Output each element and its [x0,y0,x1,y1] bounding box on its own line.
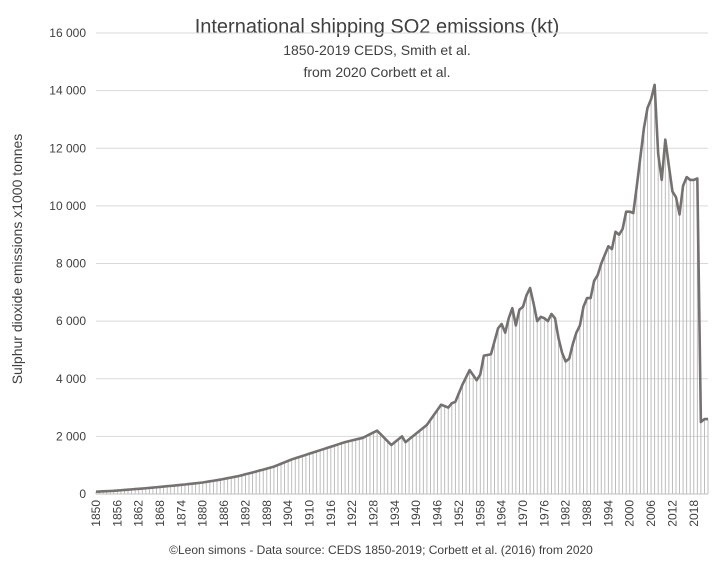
x-tick-label: 1970 [516,500,530,527]
y-tick-labels: 0 2 000 4 000 6 000 8 000 10 000 12 000 14 000 1… [49,26,86,501]
y-gridlines [96,32,708,437]
x-tick-label: 2000 [623,500,637,527]
y-tick-label: 6 000 [56,314,86,328]
x-tick-label: 1862 [132,500,146,527]
x-tick-label: 1892 [238,500,252,527]
y-tick-label: 0 [79,487,86,501]
series-line [95,83,708,493]
x-tick-label: 1928 [367,500,381,527]
y-tick-label: 8 000 [56,257,86,271]
y-tick-label: 10 000 [49,199,86,213]
x-tick-label: 1874 [174,500,188,527]
chart-title: International shipping SO2 emissions (kt… [195,16,560,38]
credit-text: ©Leon simons - Data source: CEDS 1850-20… [169,543,593,557]
x-tick-label: 1868 [153,500,167,527]
x-tick-label: 1976 [537,500,551,527]
x-tick-label: 1898 [260,500,274,527]
x-tick-label: 1922 [345,500,359,527]
x-tick-label: 2018 [687,500,701,527]
x-tick-label: 1958 [473,500,487,527]
x-tick-labels: 1850 1856 1862 1868 1874 1880 1886 1892 1898 1904… [89,500,701,527]
x-tick-label: 1880 [196,500,210,527]
x-tick-label: 2012 [665,500,679,527]
line-series [95,83,708,493]
y-tick-label: 2 000 [56,429,86,443]
x-tick-label: 1952 [452,500,466,527]
x-tick-label: 1940 [409,500,423,527]
x-tick-label: 1850 [89,500,103,527]
y-axis-label: Sulphur dioxide emissions x1000 tonnes [9,134,25,385]
x-tick-label: 2006 [644,500,658,527]
chart-subtitle-line2: from 2020 Corbett et al. [303,64,450,80]
x-tick-label: 1994 [601,500,615,527]
x-tick-label: 1988 [580,500,594,527]
x-tick-label: 1916 [324,500,338,527]
x-tick-label: 1964 [495,500,509,527]
y-tick-label: 12 000 [49,141,86,155]
x-tick-label: 1934 [388,500,402,527]
y-tick-label: 4 000 [56,372,86,386]
y-tick-label: 14 000 [49,84,86,98]
x-tick-label: 1982 [559,500,573,527]
y-tick-label: 16 000 [49,26,86,40]
x-tick-label: 1856 [110,500,124,527]
x-tick-label: 1946 [431,500,445,527]
chart-subtitle-line1: 1850-2019 CEDS, Smith et al. [283,42,471,58]
x-tick-label: 1886 [217,500,231,527]
x-tick-label: 1904 [281,500,295,527]
x-tick-label: 1910 [302,500,316,527]
bar-series [95,84,709,494]
